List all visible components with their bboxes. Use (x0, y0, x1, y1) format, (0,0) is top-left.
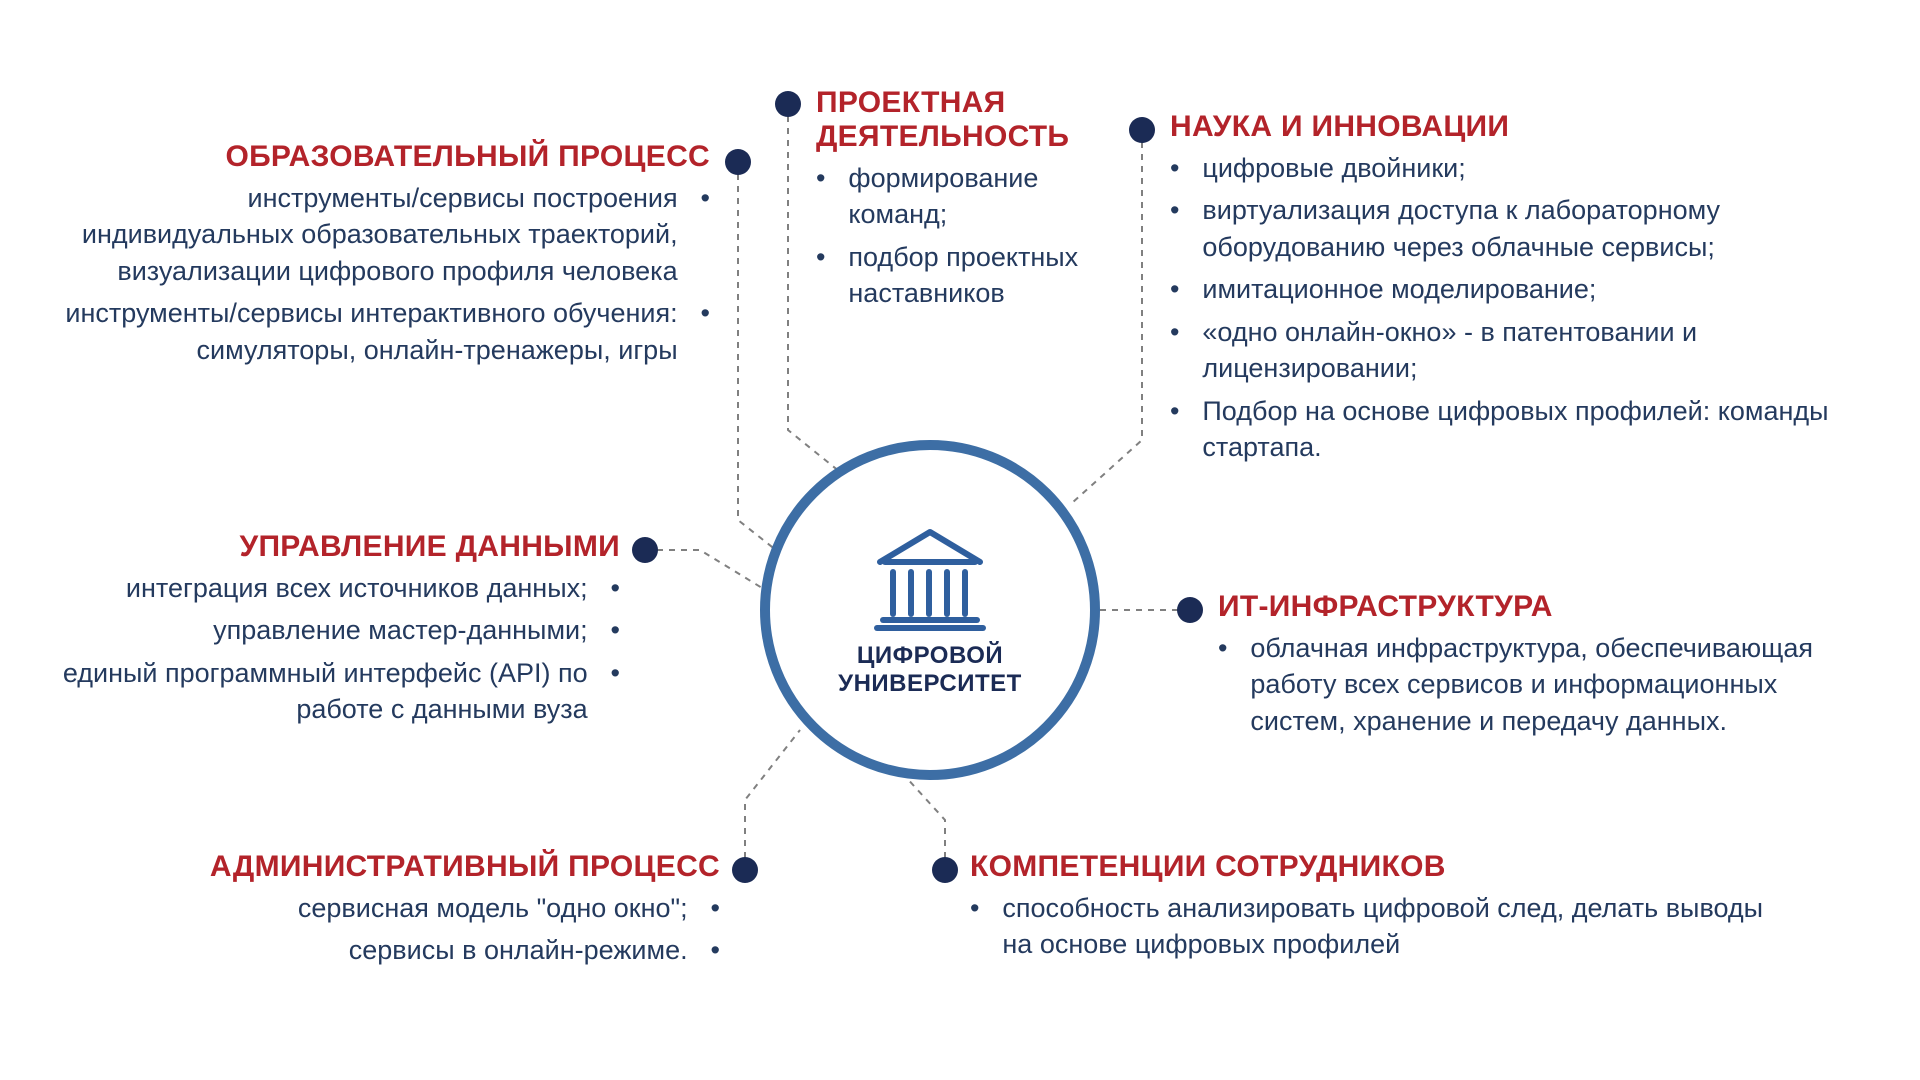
branch-project: ПРОЕКТНАЯ ДЕЯТЕЛЬНОСТЬформирование коман… (816, 86, 1086, 318)
center-label-line1: ЦИФРОВОЙ (838, 642, 1022, 670)
branch-science: НАУКА И ИННОВАЦИИ цифровые двойники; вирту… (1170, 110, 1890, 472)
connector-line (745, 730, 800, 870)
branch-dot (632, 537, 658, 563)
branch-item: имитационное моделирование; (1170, 271, 1890, 307)
branch-edu: ОБРАЗОВАТЕЛЬНЫЙ ПРОЦЕСС инструменты/серви… (60, 140, 710, 374)
branch-item: формирование команд; (816, 160, 1086, 233)
connector-line (738, 162, 786, 558)
branch-dot (932, 857, 958, 883)
center-label-line2: УНИВЕРСИТЕТ (838, 670, 1022, 698)
connector-line (904, 775, 945, 870)
branch-title: НАУКА И ИННОВАЦИИ (1170, 110, 1890, 144)
university-icon (865, 522, 995, 632)
center-node: ЦИФРОВОЙ УНИВЕРСИТЕТ (760, 440, 1100, 780)
branch-title: ОБРАЗОВАТЕЛЬНЫЙ ПРОЦЕСС (60, 140, 710, 174)
branch-items: цифровые двойники; виртуализация доступа … (1170, 150, 1890, 466)
branch-item: виртуализация доступа к лабораторному об… (1170, 192, 1890, 265)
branch-items: интеграция всех источников данных; управл… (60, 570, 620, 728)
branch-item: цифровые двойники; (1170, 150, 1890, 186)
branch-item: способность анализировать цифровой след,… (970, 890, 1770, 963)
branch-items: инструменты/сервисы построения индивидуа… (60, 180, 710, 368)
branch-dot (732, 857, 758, 883)
branch-item: облачная инфраструктура, обеспечивающая … (1218, 630, 1878, 739)
branch-item: единый программный интерфейс (API) по ра… (60, 655, 620, 728)
branch-item: подбор проектных наставников (816, 239, 1086, 312)
branch-item: Подбор на основе цифровых профилей: кома… (1170, 393, 1890, 466)
branch-item: сервисы в онлайн-режиме. (160, 932, 720, 968)
branch-it: ИТ-ИНФРАСТРУКТУРА облачная инфраструктура… (1218, 590, 1878, 745)
branch-dot (725, 149, 751, 175)
branch-item: интеграция всех источников данных; (60, 570, 620, 606)
center-label: ЦИФРОВОЙ УНИВЕРСИТЕТ (838, 642, 1022, 698)
diagram-stage: ЦИФРОВОЙ УНИВЕРСИТЕТ ОБРАЗОВАТЕЛЬНЫЙ ПРО… (0, 0, 1920, 1080)
branch-items: сервисная модель "одно окно"; сервисы в о… (160, 890, 720, 969)
branch-dot (775, 91, 801, 117)
branch-title: АДМИНИСТРАТИВНЫЙ ПРОЦЕСС (160, 850, 720, 884)
branch-dot (1129, 117, 1155, 143)
branch-data: УПРАВЛЕНИЕ ДАННЫМИ интеграция всех источн… (60, 530, 620, 734)
branch-item: инструменты/сервисы построения индивидуа… (60, 180, 710, 289)
branch-title: УПРАВЛЕНИЕ ДАННЫМИ (60, 530, 620, 564)
branch-competence: КОМПЕТЕНЦИИ СОТРУДНИКОВ способность анали… (970, 850, 1770, 969)
connector-line (645, 550, 767, 591)
branch-item: управление мастер-данными; (60, 612, 620, 648)
branch-item: сервисная модель "одно окно"; (160, 890, 720, 926)
branch-items: формирование команд;подбор проектных нас… (816, 160, 1086, 312)
branch-item: «одно онлайн-окно» - в патентовании и ли… (1170, 314, 1890, 387)
branch-items: облачная инфраструктура, обеспечивающая … (1218, 630, 1878, 739)
branch-items: способность анализировать цифровой след,… (970, 890, 1770, 963)
branch-dot (1177, 597, 1203, 623)
branch-admin: АДМИНИСТРАТИВНЫЙ ПРОЦЕСС сервисная модель… (160, 850, 720, 975)
branch-item: инструменты/сервисы интерактивного обуче… (60, 295, 710, 368)
branch-title: ИТ-ИНФРАСТРУКТУРА (1218, 590, 1878, 624)
branch-title: КОМПЕТЕНЦИИ СОТРУДНИКОВ (970, 850, 1770, 884)
branch-title: ПРОЕКТНАЯ ДЕЯТЕЛЬНОСТЬ (816, 86, 1086, 154)
